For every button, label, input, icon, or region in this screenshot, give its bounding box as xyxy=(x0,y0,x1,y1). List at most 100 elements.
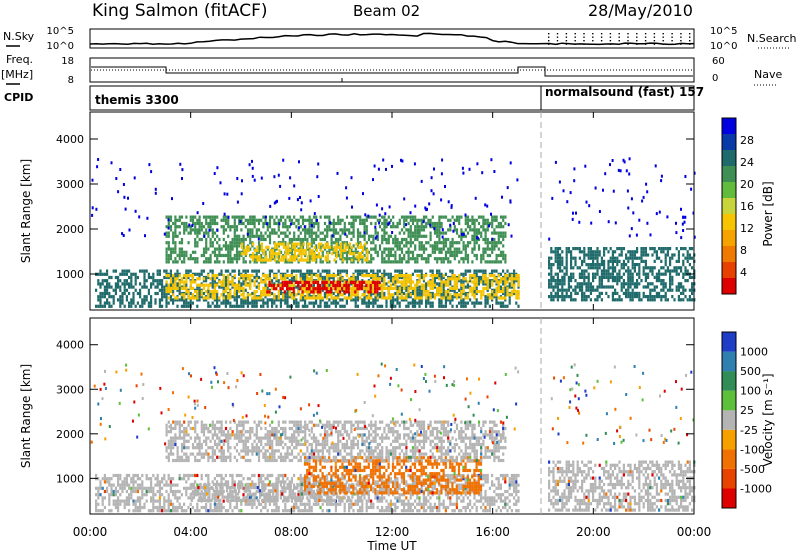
nsearch-dot xyxy=(680,40,681,41)
power-cell xyxy=(249,232,251,235)
power-cell xyxy=(117,276,119,279)
power-cell xyxy=(548,266,550,269)
power-cell xyxy=(269,277,271,280)
power-cell xyxy=(476,284,478,287)
power-cell xyxy=(310,290,312,293)
power-scatter-cell xyxy=(97,158,99,161)
power-cell xyxy=(500,305,502,308)
power-cell xyxy=(592,253,594,256)
power-cell xyxy=(518,290,520,293)
velocity-cell xyxy=(146,487,148,490)
power-cell xyxy=(227,302,229,305)
power-cell xyxy=(658,295,660,298)
power-cell xyxy=(592,285,594,288)
power-cell xyxy=(682,247,684,250)
power-cell xyxy=(238,238,240,241)
velocity-cell xyxy=(218,474,220,477)
power-cell xyxy=(355,305,357,308)
power-cell xyxy=(425,290,427,293)
power-cell xyxy=(588,257,590,260)
power-cell xyxy=(227,235,229,238)
nsearch-dot xyxy=(592,40,593,41)
power-cell xyxy=(366,228,368,231)
nsearch-dot xyxy=(671,33,672,34)
power-cell xyxy=(456,228,458,231)
power-cell xyxy=(588,250,590,253)
velocity-cell xyxy=(148,487,150,490)
power-cell xyxy=(179,232,181,235)
power-cell xyxy=(227,248,229,251)
power-cell xyxy=(212,282,214,285)
power-cell xyxy=(326,225,328,228)
power-cell xyxy=(436,287,438,290)
power-cell xyxy=(482,293,484,296)
power-cell xyxy=(563,298,565,301)
power-cell xyxy=(363,302,365,305)
power-scatter-cell xyxy=(96,165,98,168)
power-scatter-cell xyxy=(641,200,643,203)
power-cell xyxy=(423,225,425,228)
power-cell xyxy=(315,232,317,235)
power-cell xyxy=(570,263,572,266)
power-cell xyxy=(451,298,453,301)
power-cell xyxy=(383,238,385,241)
power-cell xyxy=(355,270,357,273)
power-cell xyxy=(500,302,502,305)
power-cell xyxy=(245,289,247,292)
power-cell xyxy=(102,305,104,308)
power-cell xyxy=(121,298,123,301)
power-cell xyxy=(515,290,517,293)
power-cell xyxy=(370,296,372,299)
power-cell xyxy=(283,243,285,246)
power-cell xyxy=(267,228,269,231)
power-cell xyxy=(669,260,671,263)
power-cell xyxy=(284,298,286,301)
power-cell xyxy=(273,302,275,305)
power-cell xyxy=(225,216,227,219)
power-cell xyxy=(172,274,174,277)
power-cell xyxy=(351,246,353,249)
power-cell xyxy=(557,285,559,288)
velocity-heatmap-cells xyxy=(91,363,696,513)
power-cell xyxy=(449,241,451,244)
power-cell xyxy=(680,266,682,269)
power-scatter-cell xyxy=(384,212,386,215)
velocity-cell xyxy=(157,506,159,509)
power-cell xyxy=(474,284,476,287)
power-cell xyxy=(397,260,399,263)
power-cell xyxy=(370,302,372,305)
power-cell xyxy=(126,270,128,273)
power-cell xyxy=(581,295,583,298)
power-cell xyxy=(157,292,159,295)
power-scatter-cell xyxy=(374,226,376,229)
power-cell xyxy=(207,284,209,287)
power-cell xyxy=(482,270,484,273)
velocity-cell xyxy=(104,474,106,477)
power-cell xyxy=(307,246,309,249)
power-cell xyxy=(561,263,563,266)
power-cell xyxy=(196,260,198,263)
power-cell xyxy=(425,216,427,219)
power-cell xyxy=(434,248,436,251)
power-cell xyxy=(471,235,473,238)
power-cell xyxy=(574,292,576,295)
power-scatter-cell xyxy=(135,210,137,213)
power-cell xyxy=(469,241,471,244)
power-cell xyxy=(146,279,148,282)
power-cell xyxy=(119,289,121,292)
power-cell xyxy=(408,235,410,238)
power-cell xyxy=(198,295,200,298)
power-cell xyxy=(627,260,629,263)
power-cell xyxy=(370,257,372,260)
nsearch-dot xyxy=(663,37,664,38)
power-scatter-cell xyxy=(92,179,94,182)
power-scatter-cell xyxy=(429,224,431,227)
power-cell xyxy=(605,276,607,279)
power-cell xyxy=(292,259,294,262)
power-cell xyxy=(379,225,381,228)
power-cell xyxy=(294,259,296,262)
power-cell xyxy=(419,274,421,277)
power-cell xyxy=(480,254,482,257)
power-cell xyxy=(113,270,115,273)
power-cell xyxy=(126,273,128,276)
